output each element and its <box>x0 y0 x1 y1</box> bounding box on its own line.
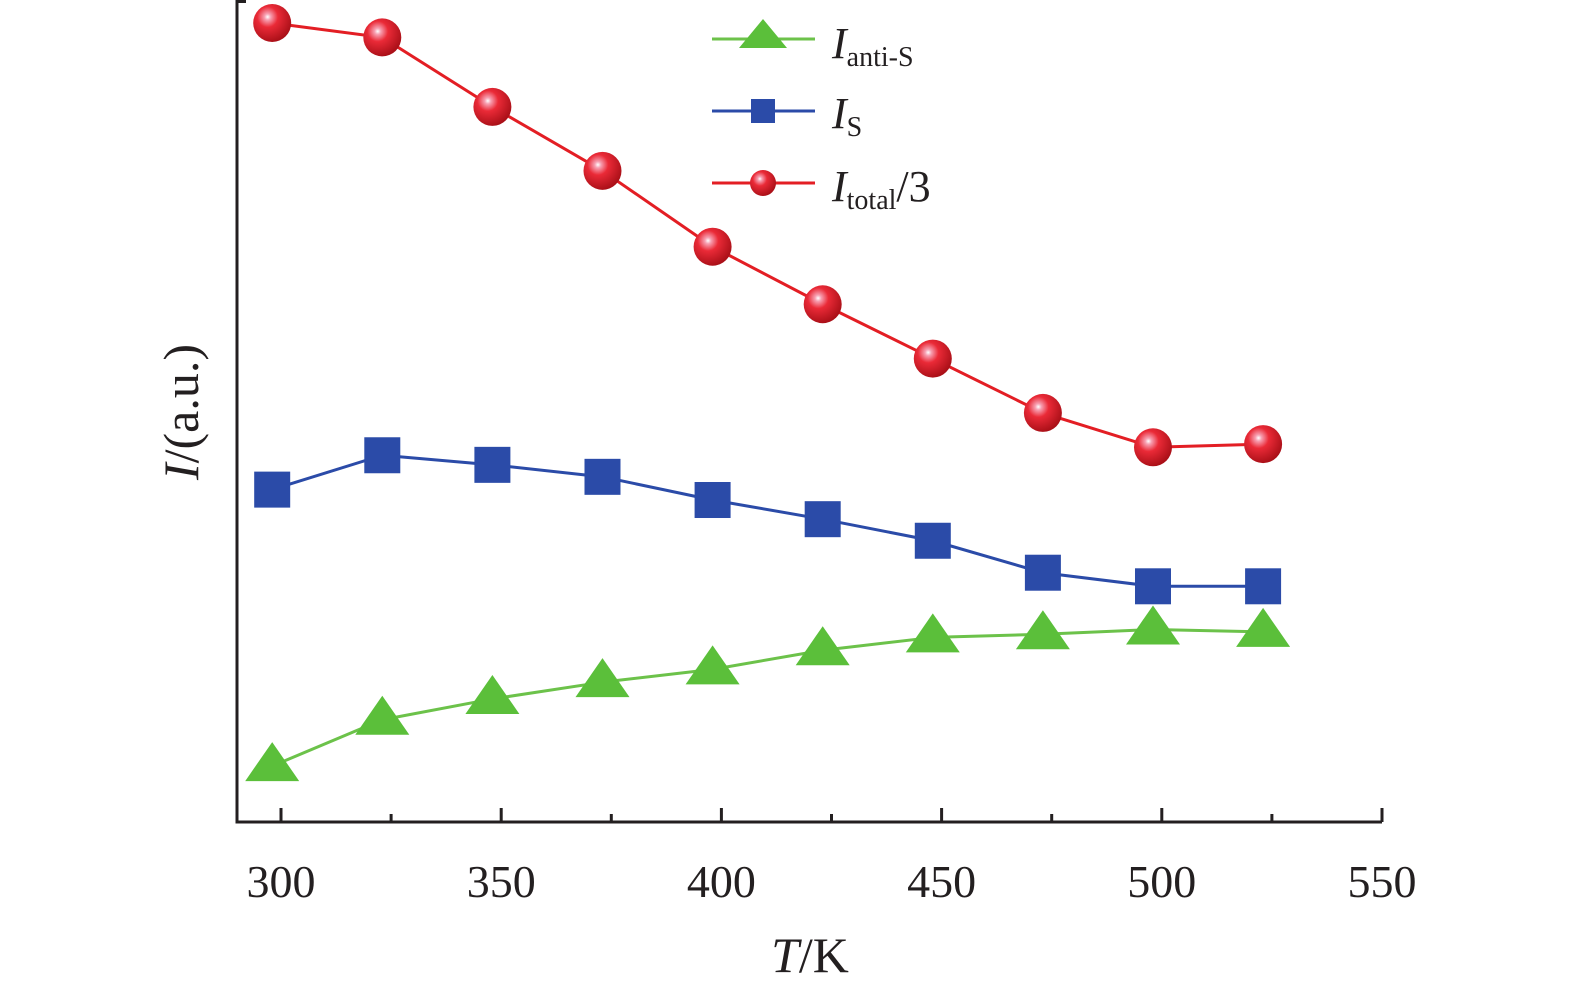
data-point-triangle <box>1236 607 1291 647</box>
data-point-triangle <box>245 742 300 782</box>
legend-label-anti-stokes: Ianti-S <box>831 19 914 73</box>
x-tick-label: 300 <box>247 856 316 907</box>
data-point-circle <box>583 151 622 190</box>
x-tick-label: 550 <box>1348 856 1417 907</box>
legend-item-stokes: IS <box>712 89 862 143</box>
data-point-square <box>914 522 951 559</box>
x-axis-title: T/K <box>771 927 849 983</box>
x-tick-label: 350 <box>467 856 536 907</box>
data-point-square <box>1245 568 1282 605</box>
legend: Ianti-S IS Itotal/3 <box>712 19 931 216</box>
series-lines <box>271 21 1264 768</box>
x-tick-label: 450 <box>907 856 976 907</box>
x-tick-label: 500 <box>1127 856 1196 907</box>
legend-label-stokes: IS <box>831 89 862 143</box>
series-line-circle <box>271 21 1264 449</box>
data-point-circle <box>473 87 512 126</box>
data-point-triangle <box>905 613 960 653</box>
data-point-triangle <box>685 645 740 685</box>
series-markers <box>245 4 1291 782</box>
data-point-triangle <box>575 658 630 698</box>
data-point-triangle <box>1015 610 1070 650</box>
data-point-square <box>474 446 511 483</box>
legend-circle-marker <box>750 170 776 196</box>
data-point-square <box>804 501 841 538</box>
series-line-square <box>271 453 1264 588</box>
data-point-square <box>364 437 401 474</box>
data-point-square <box>1024 554 1061 591</box>
data-point-circle <box>1244 425 1283 464</box>
data-point-square <box>1134 568 1171 605</box>
legend-label-total: Itotal/3 <box>831 162 931 216</box>
data-point-triangle <box>355 695 410 735</box>
axes <box>235 0 1382 824</box>
data-point-circle <box>253 4 292 42</box>
data-point-square <box>694 482 731 519</box>
series-line-triangle <box>271 627 1264 768</box>
data-point-triangle <box>1125 605 1180 645</box>
data-point-triangle <box>795 626 850 666</box>
y-axis-title: I/(a.u.) <box>153 344 209 481</box>
x-ticks: 300 350 400 450 500 550 <box>247 808 1417 907</box>
legend-item-anti-stokes: Ianti-S <box>712 19 914 73</box>
data-point-square <box>254 471 291 508</box>
legend-square-marker <box>751 99 775 123</box>
data-point-circle <box>363 18 402 57</box>
legend-triangle-marker <box>739 19 787 48</box>
data-point-circle <box>803 285 842 324</box>
data-point-square <box>584 458 621 495</box>
legend-item-total: Itotal/3 <box>712 162 931 216</box>
data-point-circle <box>1133 428 1172 467</box>
x-tick-label: 400 <box>687 856 756 907</box>
data-point-triangle <box>465 674 520 714</box>
data-point-circle <box>693 227 732 266</box>
data-point-circle <box>913 339 952 378</box>
data-point-circle <box>1023 393 1062 432</box>
